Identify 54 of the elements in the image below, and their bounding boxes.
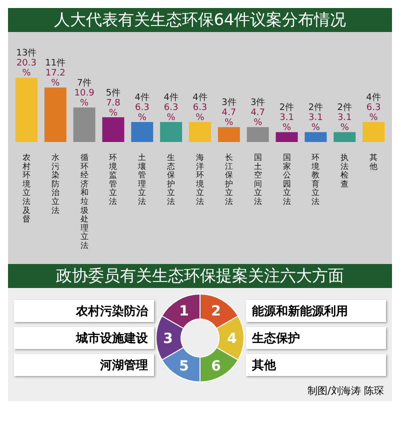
data-label: 3件 4.7 % bbox=[222, 97, 236, 128]
data-label: 13件 20.3 % bbox=[16, 48, 37, 79]
data-label: 2件 3.1 % bbox=[279, 102, 294, 134]
x-tick-label: 国土空间立法 bbox=[254, 153, 262, 206]
text: 政协委员有关生态环保提案关注六大方面 bbox=[8, 264, 392, 288]
bar bbox=[218, 127, 240, 142]
text: 制图/刘海涛 陈琛 bbox=[8, 384, 392, 401]
text: 5 bbox=[179, 358, 189, 375]
data-label: 3件 4.7 % bbox=[250, 97, 266, 128]
x-tick-label: 其他 bbox=[370, 153, 378, 171]
bar bbox=[102, 117, 124, 142]
x-tick-label: 环境监管立法 bbox=[108, 153, 118, 206]
data-label: 4件 6.3 % bbox=[192, 92, 208, 124]
text: 城市设施建设 bbox=[14, 327, 154, 349]
chart-title: 人大代表有关生态环保64件议案分布情况 bbox=[8, 8, 392, 32]
text: 能源和新能源利用 bbox=[246, 300, 386, 322]
text: 4 bbox=[227, 331, 238, 347]
data-label: 5件 7.8 % bbox=[106, 87, 121, 118]
text: 2 bbox=[211, 303, 221, 320]
x-tick-label: 农村环境立法及督 bbox=[21, 153, 30, 224]
bar bbox=[334, 132, 356, 142]
bar bbox=[44, 88, 66, 142]
bar bbox=[189, 122, 212, 142]
x-tick-label: 执法检查 bbox=[340, 153, 349, 188]
bar bbox=[304, 132, 327, 142]
bar bbox=[131, 122, 154, 142]
text: 其他 bbox=[246, 354, 386, 376]
x-tick-label: 生态保护立法 bbox=[166, 153, 176, 206]
category-label: 循环经济和垃圾处理立法 bbox=[80, 153, 88, 250]
x-tick-label: 长江保护立法 bbox=[224, 153, 233, 206]
text: 3 bbox=[163, 331, 173, 347]
data-label: 11件 17.2 % bbox=[45, 58, 66, 89]
text: 1 bbox=[179, 303, 189, 320]
data-label: 7件 10.9 % bbox=[74, 77, 95, 108]
x-tick-label: 水污染防治立法 bbox=[51, 153, 60, 215]
bar bbox=[362, 122, 385, 142]
x-tick-label: 环境教育立法 bbox=[310, 153, 320, 206]
x-tick-label: 海洋环境立法 bbox=[195, 153, 204, 206]
data-label: 4件 6.3 % bbox=[164, 92, 178, 124]
bar bbox=[246, 127, 269, 142]
data-label: 2件 3.1 % bbox=[337, 102, 352, 134]
x-tick-label: 土壤管理立法 bbox=[137, 153, 146, 206]
data-label: 2件 3.1 % bbox=[308, 102, 324, 134]
text: 6 bbox=[211, 358, 221, 375]
x-tick-label: 国家公园立法 bbox=[282, 153, 291, 206]
bar bbox=[160, 122, 182, 142]
bar bbox=[276, 132, 298, 142]
bar bbox=[73, 107, 96, 142]
text: 农村污染防治 bbox=[14, 300, 154, 322]
bar bbox=[15, 78, 38, 142]
text: 河湖管理 bbox=[14, 354, 154, 376]
data-label: 4件 6.3 % bbox=[366, 92, 381, 124]
data-label: 4件 6.3 % bbox=[134, 92, 150, 124]
text: 生态保护 bbox=[246, 327, 386, 349]
